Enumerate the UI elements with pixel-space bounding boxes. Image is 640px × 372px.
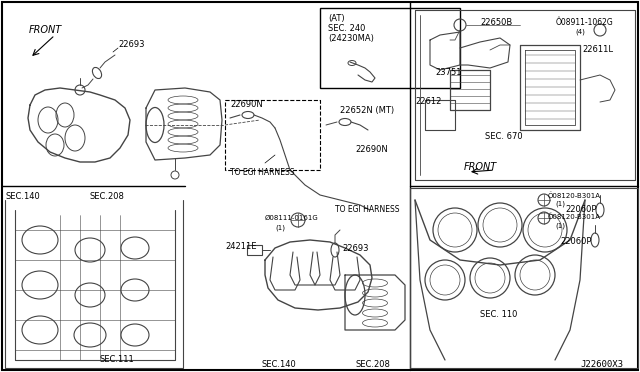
- Bar: [247, 245, 262, 255]
- Text: FRONT: FRONT: [28, 25, 61, 35]
- Text: SEC. 240: SEC. 240: [328, 24, 365, 33]
- Text: (1): (1): [275, 224, 285, 231]
- Text: (AT): (AT): [328, 14, 344, 23]
- Text: SEC.208: SEC.208: [355, 360, 390, 369]
- Text: (1): (1): [555, 200, 565, 206]
- Text: TO EGI HARNESS: TO EGI HARNESS: [230, 168, 294, 177]
- Text: SEC.140: SEC.140: [262, 360, 297, 369]
- Text: 22690N: 22690N: [230, 100, 263, 109]
- Text: 22060P: 22060P: [565, 205, 596, 214]
- Text: (1): (1): [555, 222, 565, 228]
- Bar: [225, 100, 320, 170]
- Text: 22060P: 22060P: [560, 237, 591, 246]
- Text: (4): (4): [575, 28, 585, 35]
- Text: SEC.208: SEC.208: [90, 192, 125, 201]
- Text: SEC. 670: SEC. 670: [485, 132, 523, 141]
- Text: 24211E: 24211E: [225, 242, 257, 251]
- Text: 23751: 23751: [435, 68, 461, 77]
- Text: TO EGI HARNESS: TO EGI HARNESS: [335, 205, 399, 214]
- Text: 22693: 22693: [118, 40, 145, 49]
- Text: Ø08111-0161G: Ø08111-0161G: [265, 215, 319, 221]
- Text: J22600X3: J22600X3: [580, 360, 623, 369]
- Text: 22652N (MT): 22652N (MT): [340, 106, 394, 115]
- Text: 22693: 22693: [342, 244, 369, 253]
- Text: 22650B: 22650B: [480, 18, 512, 27]
- Text: Ô08120-B301A: Ô08120-B301A: [548, 192, 601, 199]
- Text: Ô08911-1062G: Ô08911-1062G: [556, 18, 614, 27]
- Text: FRONT: FRONT: [463, 162, 497, 172]
- Text: 22690N: 22690N: [355, 145, 388, 154]
- Text: SEC. 110: SEC. 110: [480, 310, 517, 319]
- Text: 22611L: 22611L: [582, 45, 613, 54]
- Text: SEC.140: SEC.140: [5, 192, 40, 201]
- Text: SEC.111: SEC.111: [100, 355, 135, 364]
- Bar: [320, 8, 460, 88]
- Text: (24230MA): (24230MA): [328, 34, 374, 43]
- Text: Ô08120-B301A: Ô08120-B301A: [548, 213, 601, 219]
- Text: 22612: 22612: [415, 97, 442, 106]
